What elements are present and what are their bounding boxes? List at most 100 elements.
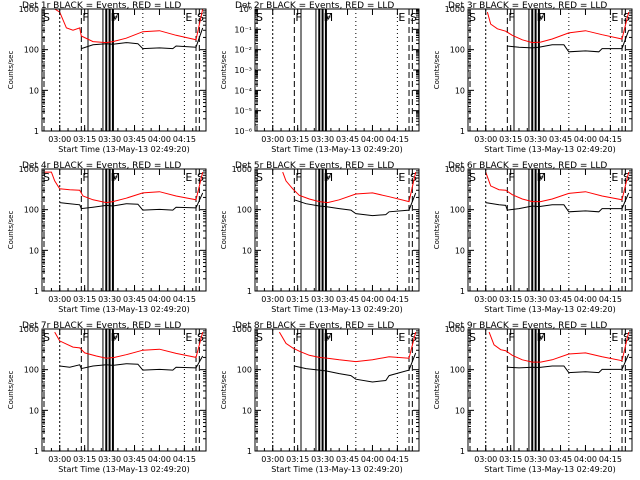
x-axis-label: Start Time (13-May-13 02:49:20) — [484, 145, 615, 154]
marker-label: F — [538, 171, 544, 184]
y-tick-label: 1 — [460, 287, 465, 296]
marker-label: F — [82, 171, 88, 184]
panel-det-6r: Det 6r BLACK = Events, RED = LLD S F M F E S 1 1… — [426, 160, 639, 320]
y-axis-label: Counts/sec — [220, 51, 228, 90]
marker-label: S — [410, 331, 417, 344]
y-tick-label: 10 — [29, 86, 39, 95]
marker-label: F — [295, 171, 301, 184]
marker-label: F — [538, 331, 544, 344]
x-tick-label: 03:30 — [524, 295, 547, 304]
plot-frame — [41, 168, 207, 292]
panel-det-1r: Det 1r BLACK = Events, RED = LLD S F M F E S 1 1… — [0, 0, 213, 160]
plot-frame — [254, 168, 420, 292]
marker-label: E — [185, 171, 192, 184]
x-tick-label: 03:30 — [98, 455, 121, 464]
x-tick-label: 04:15 — [599, 295, 622, 304]
plot-frame — [254, 328, 420, 452]
x-tick-label: 04:00 — [574, 295, 597, 304]
marker-label: S — [623, 331, 630, 344]
y-tick-label: 10 — [29, 406, 39, 415]
y-tick-label: 10⁰ — [239, 5, 252, 14]
marker-label: F — [508, 331, 514, 344]
y-tick-label: 100 — [24, 206, 39, 215]
chart-title: Det 4r BLACK = Events, RED = LLD — [22, 161, 181, 171]
x-tick-label: 03:00 — [48, 455, 71, 464]
marker-label: E — [611, 331, 618, 344]
x-tick-label: 03:15 — [286, 455, 309, 464]
y-tick-label: 100 — [450, 206, 465, 215]
panel-det-8r: Det 8r BLACK = Events, RED = LLD S F M F E S 1 1… — [213, 320, 426, 480]
x-tick-label: 03:45 — [336, 455, 359, 464]
y-tick-label: 1 — [460, 127, 465, 136]
marker-label: F — [112, 331, 118, 344]
chart-title: Det 7r BLACK = Events, RED = LLD — [22, 321, 181, 331]
x-tick-label: 03:45 — [549, 455, 572, 464]
x-tick-label: 04:00 — [148, 295, 171, 304]
marker-label: M — [324, 11, 334, 24]
marker-label: M — [537, 331, 547, 344]
y-tick-label: 10 — [455, 86, 465, 95]
y-tick-label: 100 — [24, 46, 39, 55]
panel-det-5r: Det 5r BLACK = Events, RED = LLD S F M F E S 1 1… — [213, 160, 426, 320]
plot-frame — [467, 168, 633, 292]
x-tick-label: 04:00 — [361, 295, 384, 304]
marker-label: M — [537, 171, 547, 184]
chart-title: Det 3r BLACK = Events, RED = LLD — [448, 1, 607, 11]
x-tick-label: 03:45 — [336, 295, 359, 304]
y-tick-label: 1000 — [232, 165, 252, 174]
y-tick-label: 10⁻⁴ — [234, 86, 252, 95]
series-lld-line — [54, 331, 204, 359]
x-tick-label: 03:15 — [286, 135, 309, 144]
x-tick-label: 03:00 — [474, 295, 497, 304]
y-axis-label: Counts/sec — [7, 51, 15, 90]
marker-label: S — [623, 171, 630, 184]
marker-label: S — [197, 171, 204, 184]
x-tick-label: 04:00 — [574, 455, 597, 464]
x-tick-label: 03:30 — [98, 295, 121, 304]
x-tick-label: 04:15 — [386, 455, 409, 464]
chart-title: Det 1r BLACK = Events, RED = LLD — [22, 1, 181, 11]
marker-label: F — [82, 11, 88, 24]
panel-det-9r: Det 9r BLACK = Events, RED = LLD S F M F E S 1 1… — [426, 320, 639, 480]
y-tick-label: 1000 — [19, 325, 39, 334]
marker-label: S — [410, 11, 417, 24]
x-tick-label: 04:15 — [386, 135, 409, 144]
marker-label: F — [112, 171, 118, 184]
y-tick-label: 10⁻⁶ — [234, 127, 252, 136]
y-tick-label: 1 — [34, 287, 39, 296]
plot-frame — [41, 8, 207, 132]
x-tick-label: 03:15 — [286, 295, 309, 304]
marker-label: S — [256, 11, 263, 24]
x-tick-label: 03:00 — [474, 135, 497, 144]
marker-label: E — [611, 11, 618, 24]
y-tick-label: 100 — [450, 46, 465, 55]
y-tick-label: 10⁻² — [234, 46, 252, 55]
marker-label: E — [185, 331, 192, 344]
series-events-line — [507, 30, 630, 53]
x-tick-label: 04:15 — [599, 455, 622, 464]
marker-label: F — [508, 171, 514, 184]
marker-label: M — [324, 331, 334, 344]
panel-det-3r: Det 3r BLACK = Events, RED = LLD S F M F E S 1 1… — [426, 0, 639, 160]
marker-label: M — [111, 331, 121, 344]
x-axis-label: Start Time (13-May-13 02:49:20) — [58, 305, 189, 314]
x-tick-label: 04:15 — [386, 295, 409, 304]
y-tick-label: 10 — [29, 246, 39, 255]
y-tick-label: 100 — [450, 366, 465, 375]
marker-label: F — [538, 11, 544, 24]
x-tick-label: 03:30 — [524, 455, 547, 464]
y-tick-label: 1 — [34, 447, 39, 456]
y-tick-label: 10⁻¹ — [234, 25, 252, 34]
chart-title: Det 6r BLACK = Events, RED = LLD — [448, 161, 607, 171]
series-events-line — [507, 353, 630, 374]
marker-label: M — [537, 11, 547, 24]
marker-label: F — [325, 331, 331, 344]
x-tick-label: 03:15 — [73, 455, 96, 464]
y-tick-label: 1000 — [445, 325, 465, 334]
y-tick-label: 10 — [242, 246, 252, 255]
series-events-line — [294, 192, 417, 217]
